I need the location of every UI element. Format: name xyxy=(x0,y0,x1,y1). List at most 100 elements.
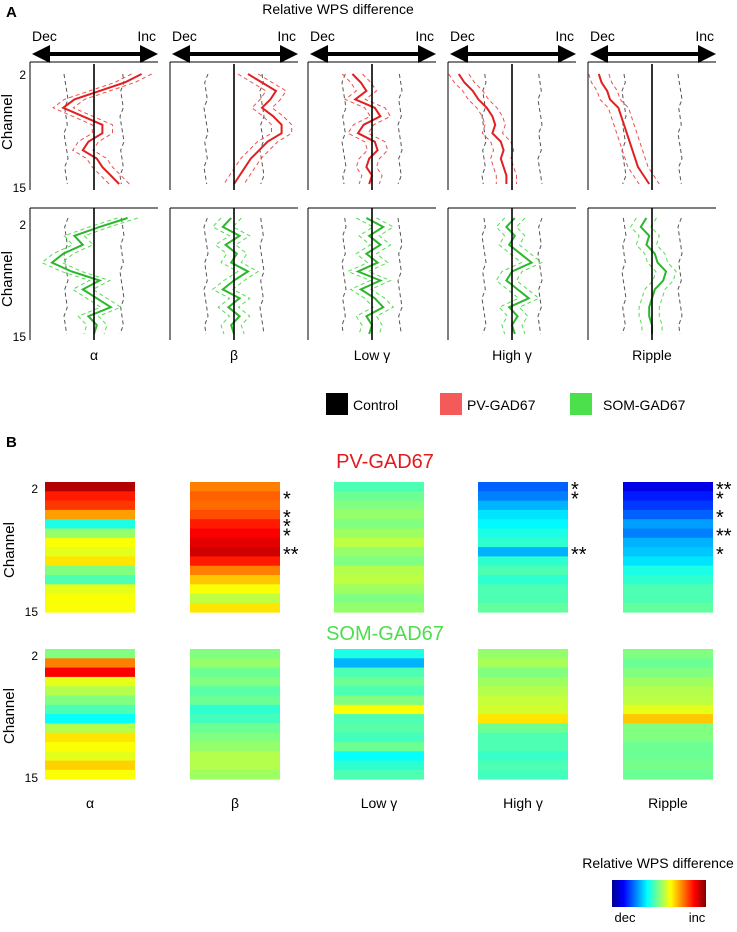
pv-series-line-beta xyxy=(233,73,283,185)
heatmap-som-cell-alpha-ch2-3 xyxy=(45,676,135,687)
heatmap-pv-cell-alpha-ch2-11 xyxy=(45,584,135,594)
heatmap-pv-cell-beta-ch2-10 xyxy=(190,575,280,585)
direction-arrow-left-head-low-gamma xyxy=(310,45,328,63)
heatmap-pv-cell-low-gamma-ch2-0 xyxy=(334,482,424,492)
panel-a-band-label-low-gamma: Low γ xyxy=(354,347,391,363)
direction-arrow-right-head-alpha xyxy=(140,45,158,63)
heatmap-pv-cell-low-gamma-ch2-8 xyxy=(334,556,424,567)
heatmap-pv-cell-low-gamma-ch2-10 xyxy=(334,575,424,585)
heatmap-pv-cell-beta-ch2-7 xyxy=(190,547,280,557)
significance-marker-beta-1: * xyxy=(283,488,291,510)
heatmap-pv-cell-high-gamma-ch2-9 xyxy=(478,565,568,576)
pv-control-ci-lower-ripple xyxy=(621,73,627,185)
heatmap-som-cell-alpha-ch2-1 xyxy=(45,658,135,668)
heatmap-som-cell-alpha-ch2-8 xyxy=(45,723,135,734)
som-control-ci-lower-alpha xyxy=(63,217,69,335)
heatmap-pv-cell-low-gamma-ch2-5 xyxy=(334,528,424,539)
heatmap-pv-cell-alpha-ch2-5 xyxy=(45,528,135,539)
panel-a-label: A xyxy=(6,4,17,21)
heatmap-pv-cell-alpha-ch2-7 xyxy=(45,547,135,557)
direction-arrow-right-head-ripple xyxy=(698,45,716,63)
direction-arrow-right-head-high-gamma xyxy=(558,45,576,63)
heatmap-som-cell-alpha-ch2-0 xyxy=(45,649,135,659)
heatmap-som-cell-low-gamma-ch2-10 xyxy=(334,742,424,752)
panel-a-band-label-high-gamma: High γ xyxy=(492,347,532,363)
heatmap-som-cell-alpha-ch2-4 xyxy=(45,686,135,696)
heatmap-som-cell-low-gamma-ch2-8 xyxy=(334,723,424,734)
heatmap-som-cell-high-gamma-ch2-7 xyxy=(478,714,568,724)
heatmap-som-cell-high-gamma-ch2-6 xyxy=(478,704,568,715)
heatmap-pv-cell-beta-ch2-4 xyxy=(190,519,280,529)
panel-a-som-ylabel: Channel xyxy=(0,251,16,307)
heatmap-pv-cell-alpha-ch2-1 xyxy=(45,491,135,501)
direction-label-dec-beta: Dec xyxy=(172,28,197,44)
heatmap-som-cell-high-gamma-ch2-0 xyxy=(478,649,568,659)
heatmap-pv-cell-low-gamma-ch2-12 xyxy=(334,593,424,604)
heatmap-som-cell-high-gamma-ch2-3 xyxy=(478,676,568,687)
direction-arrow-left-head-beta xyxy=(172,45,190,63)
pv-control-ci-lower-low-gamma xyxy=(341,73,347,185)
heatmap-pv-cell-low-gamma-ch2-2 xyxy=(334,500,424,511)
som-ci-lower-low-gamma xyxy=(346,217,375,335)
heatmap-pv-cell-beta-ch2-2 xyxy=(190,500,280,511)
significance-marker-ripple-7: * xyxy=(716,544,724,566)
legend-swatch-som xyxy=(570,393,592,415)
heatmap-pv-cell-high-gamma-ch2-12 xyxy=(478,593,568,604)
heatmap-pv-cell-low-gamma-ch2-11 xyxy=(334,584,424,594)
som-ci-upper-low-gamma xyxy=(366,217,395,335)
heatmap-pv-cell-beta-ch2-11 xyxy=(190,584,280,594)
panel-a-title: Relative WPS difference xyxy=(262,1,414,17)
pv-ci-upper-high-gamma xyxy=(468,73,517,184)
heatmap-som-cell-high-gamma-ch2-5 xyxy=(478,695,568,706)
som-control-ci-upper-beta xyxy=(259,217,265,335)
heatmap-som-cell-ripple-ch2-5 xyxy=(623,695,713,706)
som-series-line-low-gamma xyxy=(355,217,386,335)
panel-a-line-plots: Dec Inc α Dec Inc β Dec Inc Low γ Dec Inc High γ Dec… xyxy=(29,28,716,363)
heatmap-pv-cell-beta-ch2-12 xyxy=(190,593,280,604)
heatmap-som-cell-high-gamma-ch2-8 xyxy=(478,723,568,734)
heatmap-pv-cell-ripple-ch2-6 xyxy=(623,537,713,548)
heatmap-som-cell-low-gamma-ch2-7 xyxy=(334,714,424,724)
heatmap-som-cell-high-gamma-ch2-12 xyxy=(478,760,568,771)
heatmap-som-cell-alpha-ch2-2 xyxy=(45,667,135,678)
pv-ci-upper-beta xyxy=(243,73,293,185)
heatmap-som-cell-alpha-ch2-5 xyxy=(45,695,135,706)
heatmap-pv-cell-alpha-ch2-9 xyxy=(45,565,135,576)
colorbar-high-label: inc xyxy=(689,910,706,925)
pv-control-ci-upper-high-gamma xyxy=(537,73,543,185)
heatmap-som-cell-beta-ch2-6 xyxy=(190,704,280,715)
direction-arrow-right-head-low-gamma xyxy=(418,45,436,63)
som-ci-upper-alpha xyxy=(61,217,138,335)
som-series-line-alpha xyxy=(50,217,128,335)
heatmap-som-cell-alpha-ch2-11 xyxy=(45,751,135,761)
heatmap-pv-cell-high-gamma-ch2-2 xyxy=(478,500,568,511)
heatmap-pv-cell-low-gamma-ch2-3 xyxy=(334,509,424,520)
heatmap-pv-cell-ripple-ch2-13 xyxy=(623,602,713,613)
panel-b-band-label-low-gamma: Low γ xyxy=(361,795,398,811)
heatmap-pv-cell-high-gamma-ch2-7 xyxy=(478,547,568,557)
heatmap-som-cell-alpha-ch2-13 xyxy=(45,769,135,780)
heatmap-pv-title: PV-GAD67 xyxy=(336,451,434,473)
significance-marker-beta-7: ** xyxy=(283,544,299,566)
heatmap-som-cell-high-gamma-ch2-11 xyxy=(478,751,568,761)
heatmap-som-cell-low-gamma-ch2-9 xyxy=(334,732,424,743)
som-series-line-ripple xyxy=(639,217,668,334)
direction-label-dec-ripple: Dec xyxy=(590,28,615,44)
heatmap-pv-cell-ripple-ch2-1 xyxy=(623,491,713,501)
heatmap-pv-cell-alpha-ch2-13 xyxy=(45,602,135,613)
heatmap-pv-cell-high-gamma-ch2-4 xyxy=(478,519,568,529)
pv-ci-upper-alpha xyxy=(72,73,152,185)
panel-b-band-label-ripple: Ripple xyxy=(648,795,688,811)
legend-label-som: SOM-GAD67 xyxy=(603,397,686,413)
heatmap-som-cell-ripple-ch2-9 xyxy=(623,732,713,743)
significance-marker-high-gamma-1: * xyxy=(571,488,579,510)
colorbar-title: Relative WPS difference xyxy=(582,855,734,871)
pv-series-line-ripple xyxy=(597,73,651,185)
panel-a-band-label-alpha: α xyxy=(90,347,98,363)
heatmap-pv-cell-ripple-ch2-10 xyxy=(623,575,713,585)
heatmap-pv-cell-alpha-ch2-2 xyxy=(45,500,135,511)
heatmap-pv-cell-ripple-ch2-5 xyxy=(623,528,713,539)
heatmap-pv-cell-high-gamma-ch2-10 xyxy=(478,575,568,585)
som-ci-lower-ripple xyxy=(630,217,657,334)
